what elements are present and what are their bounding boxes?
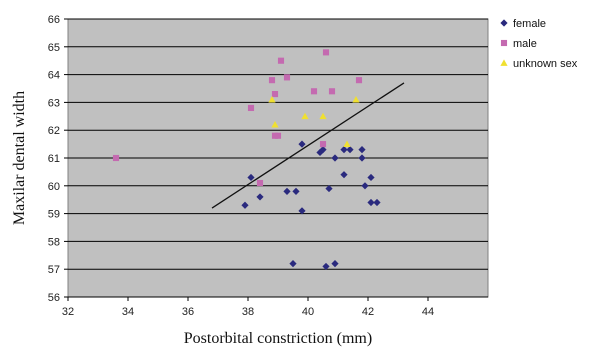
male-point: [274, 132, 282, 139]
male-point: [283, 74, 291, 81]
y-tick-label: 66: [48, 14, 60, 26]
male-point: [112, 154, 120, 162]
x-tick-label: 40: [302, 306, 314, 318]
female-point: [340, 146, 348, 154]
male-point: [328, 88, 336, 95]
female-point: [358, 146, 366, 154]
legend-marker-unknown-sex: [500, 59, 508, 66]
data-points: [112, 49, 381, 271]
legend-marker-female: [500, 19, 508, 27]
y-tick-label: 56: [48, 292, 60, 304]
x-tick-label: 42: [362, 306, 374, 318]
female-point: [367, 198, 375, 207]
female-point: [283, 187, 291, 195]
female-point: [325, 184, 333, 193]
y-tick-label: 57: [48, 264, 60, 276]
female-point: [331, 154, 339, 162]
x-axis-title: Postorbital constriction (mm): [184, 330, 372, 347]
female-point: [331, 260, 339, 268]
x-tick-label: 44: [422, 306, 434, 318]
male-point: [322, 49, 330, 56]
x-axis-ticks: 32 34 36 38 40 42 44: [62, 296, 488, 318]
y-axis-ticks: 56 57 58 59 60 61 62 63 64 65 66: [48, 14, 68, 304]
female-point: [298, 207, 306, 215]
female-point: [319, 146, 327, 154]
x-tick-label: 36: [182, 306, 194, 318]
y-tick-label: 59: [48, 209, 60, 221]
male-point: [256, 179, 264, 187]
unknown-sex-point: [343, 140, 351, 147]
male-point: [247, 104, 255, 112]
unknown-sex-point: [319, 112, 327, 120]
unknown-sex-point: [301, 112, 309, 120]
trendline: [211, 82, 405, 209]
female-point: [241, 201, 249, 209]
female-point: [373, 198, 381, 207]
female-point: [298, 140, 306, 148]
unknown-sex-point: [268, 96, 276, 103]
x-tick-label: 34: [122, 306, 134, 318]
male-point: [268, 77, 276, 84]
y-tick-label: 58: [48, 236, 60, 248]
x-tick-label: 38: [242, 306, 254, 318]
legend-label: male: [513, 38, 537, 50]
y-tick-label: 65: [48, 42, 60, 54]
male-point: [277, 57, 285, 64]
y-tick-label: 62: [48, 125, 60, 137]
y-tick-label: 60: [48, 181, 60, 193]
female-point: [361, 182, 369, 190]
legend-label: female: [513, 18, 546, 30]
female-point: [358, 154, 366, 162]
male-point: [310, 88, 318, 95]
female-point: [346, 146, 354, 154]
female-point: [289, 260, 297, 268]
female-point: [340, 171, 348, 179]
male-point: [355, 77, 363, 84]
y-tick-label: 63: [48, 97, 60, 109]
legend: female male unknown sex: [500, 18, 578, 70]
x-tick-label: 32: [62, 306, 74, 318]
female-point: [367, 173, 375, 182]
female-point: [322, 262, 330, 271]
male-point: [319, 141, 327, 148]
y-tick-label: 61: [48, 153, 60, 165]
female-point: [256, 193, 264, 201]
y-axis-title: Maxilar dental width: [11, 91, 28, 225]
legend-label: unknown sex: [513, 58, 578, 70]
female-point: [292, 187, 300, 195]
female-point: [247, 173, 255, 182]
legend-marker-male: [500, 39, 508, 47]
unknown-sex-point: [271, 121, 279, 128]
male-point: [271, 91, 279, 98]
unknown-sex-point: [352, 96, 360, 103]
y-tick-label: 64: [48, 70, 60, 82]
